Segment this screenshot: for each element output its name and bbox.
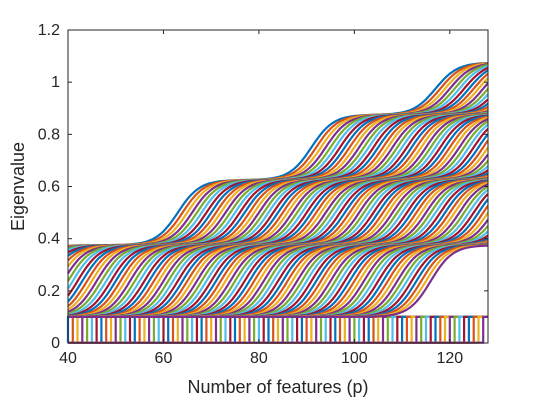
y-tick-label-2: 0.4 — [38, 231, 60, 248]
x-tick-label-0: 40 — [59, 350, 77, 367]
y-tick-label-1: 0.2 — [38, 283, 60, 300]
eigenvalue-series-27 — [68, 114, 489, 318]
eigenvalue-series-23 — [67, 113, 489, 318]
eigenvalue-series-25 — [67, 113, 489, 318]
axes-layer: 40 60 80 100 120 0 0.2 0.4 0.6 0.8 1 1.2 — [38, 22, 489, 367]
x-tick-label-4: 120 — [436, 350, 463, 367]
series-layer — [66, 61, 489, 344]
y-axis-label: Eigenvalue — [8, 142, 28, 231]
eigenvalue-series-21 — [67, 113, 489, 318]
eigenvalue-series-22 — [67, 113, 489, 318]
eigenvalue-series-20 — [67, 112, 489, 317]
y-tick-label-4: 0.8 — [38, 126, 60, 143]
x-tick-label-1: 60 — [155, 350, 173, 367]
y-tick-label-3: 0.6 — [38, 179, 60, 196]
eigenvalue-series-24 — [67, 113, 489, 318]
eigenvalue-series-26 — [68, 114, 489, 318]
y-tick-label-0: 0 — [51, 335, 60, 352]
eigenvalue-series-18 — [67, 111, 489, 315]
eigenvalue-series-19 — [67, 112, 489, 316]
eigenvalue-series-87 — [68, 244, 489, 318]
y-tick-label-6: 1.2 — [38, 22, 60, 39]
y-tick-label-5: 1 — [51, 74, 60, 91]
x-tick-label-2: 80 — [250, 350, 268, 367]
x-tick-label-3: 100 — [341, 350, 368, 367]
x-axis-label: Number of features (p) — [187, 377, 368, 397]
